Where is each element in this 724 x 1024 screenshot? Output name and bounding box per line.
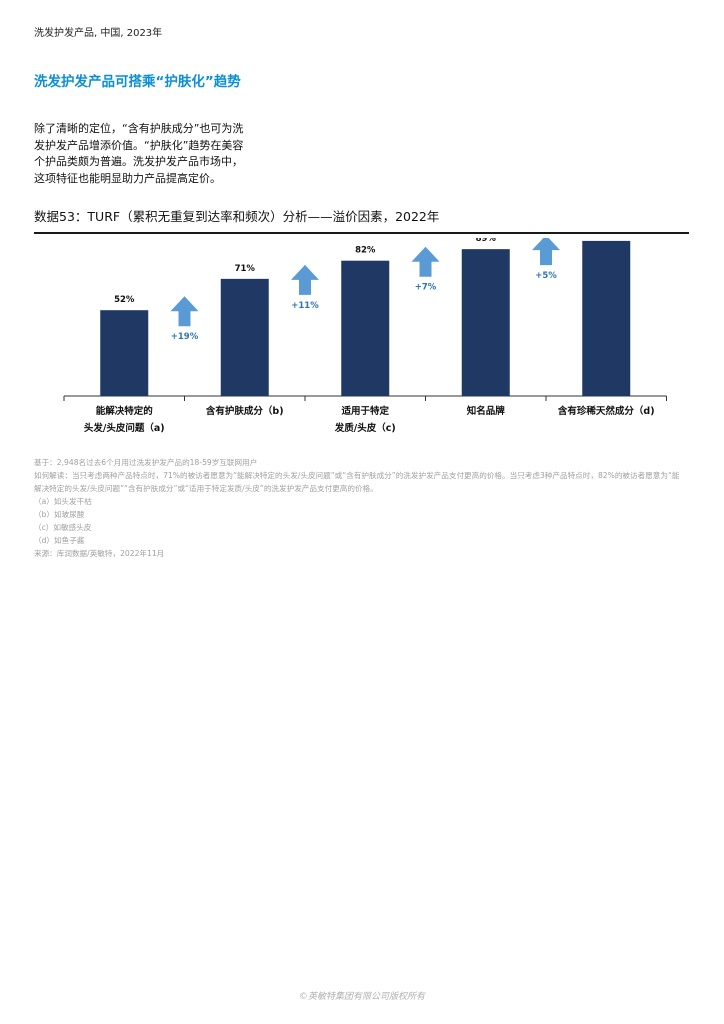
bar-value-label: 89% xyxy=(476,238,497,244)
note-item-c: （c）如敏感头皮 xyxy=(34,523,92,532)
increment-label: +11% xyxy=(291,301,319,311)
note-source: 来源：库润数据/英敏特，2022年11月 xyxy=(34,549,165,558)
report-header: 洗发护发产品, 中国, 2023年 xyxy=(34,28,163,39)
note-how-to-read: 如何解读：当只考虑两种产品特点时，71%的被访者愿意为“能解决特定的头发/头皮问… xyxy=(34,471,680,493)
x-tick-label: 头发/头皮问题（a) xyxy=(84,422,165,434)
x-tick-label: 适用于特定 xyxy=(341,405,389,417)
bar xyxy=(100,310,149,396)
increment-label: +19% xyxy=(171,332,199,342)
bar xyxy=(461,249,510,396)
x-tick-label: 含有珍稀天然成分（d) xyxy=(557,405,655,417)
increment-arrow-icon xyxy=(170,296,199,327)
bar xyxy=(220,278,269,396)
bar-value-label: 52% xyxy=(114,295,135,305)
x-tick-label: 含有护肤成分（b) xyxy=(205,405,284,417)
bar-value-label: 71% xyxy=(235,264,256,274)
note-item-d: （d）如鱼子酱 xyxy=(34,536,85,545)
copyright-footer: ©英敏特集团有限公司版权所有 xyxy=(298,992,425,1002)
note-item-b: （b）如玻尿酸 xyxy=(34,510,85,519)
increment-label: +7% xyxy=(415,283,437,293)
chart-title: 数据53：TURF（累积无重复到达率和频次）分析——溢价因素，2022年 xyxy=(34,209,440,224)
bar xyxy=(341,260,390,396)
x-tick-label: 知名品牌 xyxy=(466,405,506,417)
increment-arrow-icon xyxy=(291,264,319,295)
chart-notes: 基于：2,948名过去6个月用过洗发护发产品的18-59岁互联网用户 如何解读：… xyxy=(34,456,684,560)
turf-bar-chart: 52% 能解决特定的头发/头皮问题（a) 71% 含有护肤成分（b) 82% 适用于特定发… xyxy=(63,238,667,434)
x-tick-label: 能解决特定的 xyxy=(96,405,154,417)
title-divider xyxy=(34,232,689,234)
bar xyxy=(582,240,631,396)
note-base: 基于：2,948名过去6个月用过洗发护发产品的18-59岁互联网用户 xyxy=(34,458,258,467)
note-item-a: （a）如头发干枯 xyxy=(34,497,92,506)
increment-arrow-icon xyxy=(532,238,560,266)
headline: 洗发护发产品可搭乘“护肤化”趋势 xyxy=(34,74,241,90)
x-tick-label: 发质/头皮（c) xyxy=(334,422,396,434)
increment-arrow-icon xyxy=(411,246,440,277)
body-text: 除了清晰的定位，“含有护肤成分”也可为洗发护发产品增添价值。“护肤化”趋势在美容… xyxy=(34,122,244,185)
bar-value-label: 82% xyxy=(355,246,376,256)
increment-label: +5% xyxy=(535,271,557,281)
